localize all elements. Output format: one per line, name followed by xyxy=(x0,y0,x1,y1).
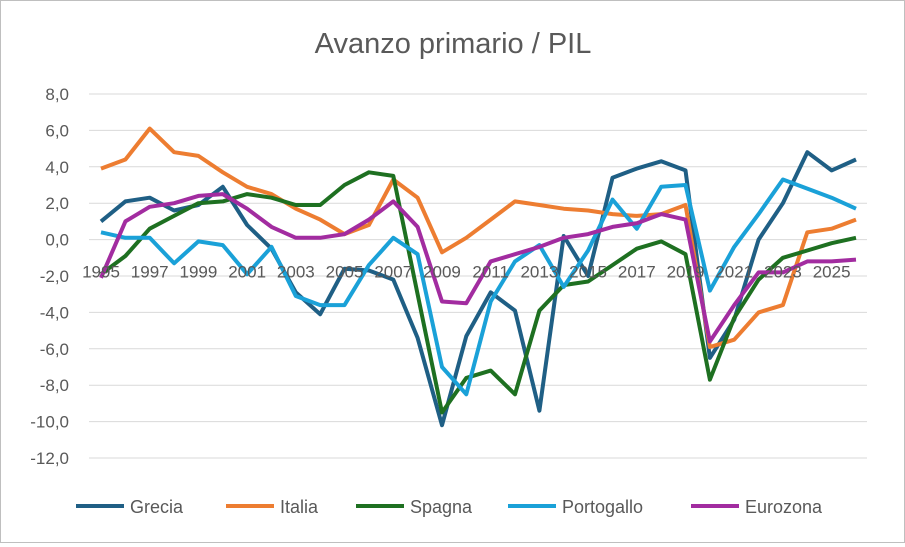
x-tick-label: 1997 xyxy=(131,263,169,282)
y-tick-label: -12,0 xyxy=(30,449,69,468)
y-tick-label: 0,0 xyxy=(45,231,69,250)
y-tick-label: -8,0 xyxy=(40,376,69,395)
legend: Grecia Italia Spagna Portogallo Eurozona xyxy=(76,497,823,517)
y-axis-labels: 8,0 6,0 4,0 2,0 0,0 -2,0 -4,0 -6,0 -8,0 -10,0 -12,… xyxy=(30,85,69,468)
x-tick-label: 2019 xyxy=(667,263,705,282)
legend-label: Italia xyxy=(280,497,319,517)
legend-item-eurozona: Eurozona xyxy=(691,497,823,517)
x-tick-label: 1995 xyxy=(82,263,120,282)
series-line-italia xyxy=(100,126,857,349)
y-tick-label: 6,0 xyxy=(45,121,69,140)
legend-label: Portogallo xyxy=(562,497,643,517)
legend-label: Spagna xyxy=(410,497,473,517)
y-tick-label: -4,0 xyxy=(40,303,69,322)
y-tick-label: 4,0 xyxy=(45,158,69,177)
legend-label: Grecia xyxy=(130,497,184,517)
x-tick-label: 2013 xyxy=(520,263,558,282)
legend-item-spagna: Spagna xyxy=(356,497,473,517)
x-tick-label: 2025 xyxy=(813,263,851,282)
legend-item-grecia: Grecia xyxy=(76,497,184,517)
legend-item-portogallo: Portogallo xyxy=(508,497,643,517)
x-tick-label: 2017 xyxy=(618,263,656,282)
x-tick-label: 2003 xyxy=(277,263,315,282)
series-lines xyxy=(99,126,857,428)
x-tick-label: 2009 xyxy=(423,263,461,282)
legend-label: Eurozona xyxy=(745,497,823,517)
y-tick-label: 8,0 xyxy=(45,85,69,104)
legend-item-italia: Italia xyxy=(226,497,319,517)
y-tick-label: -2,0 xyxy=(40,267,69,286)
x-tick-label: 2021 xyxy=(715,263,753,282)
series-line-portogallo xyxy=(100,177,857,397)
gridlines xyxy=(89,93,867,459)
x-tick-label: 2001 xyxy=(228,263,266,282)
x-axis-labels: 1995 1997 1999 2001 2003 2005 2007 2009 2011 2013… xyxy=(82,263,850,282)
x-tick-label: 2015 xyxy=(569,263,607,282)
chart-title: Avanzo primario / PIL xyxy=(315,28,592,60)
y-tick-label: 2,0 xyxy=(45,194,69,213)
series-line-eurozona xyxy=(99,192,857,344)
x-tick-label: 1999 xyxy=(180,263,218,282)
x-tick-label: 2011 xyxy=(472,263,509,282)
x-tick-label: 2005 xyxy=(326,263,364,282)
x-tick-label: 2007 xyxy=(374,263,412,282)
y-tick-label: -10,0 xyxy=(30,413,69,432)
x-tick-label: 2023 xyxy=(764,263,802,282)
series-line-spagna xyxy=(99,170,857,415)
y-tick-label: -6,0 xyxy=(40,340,69,359)
